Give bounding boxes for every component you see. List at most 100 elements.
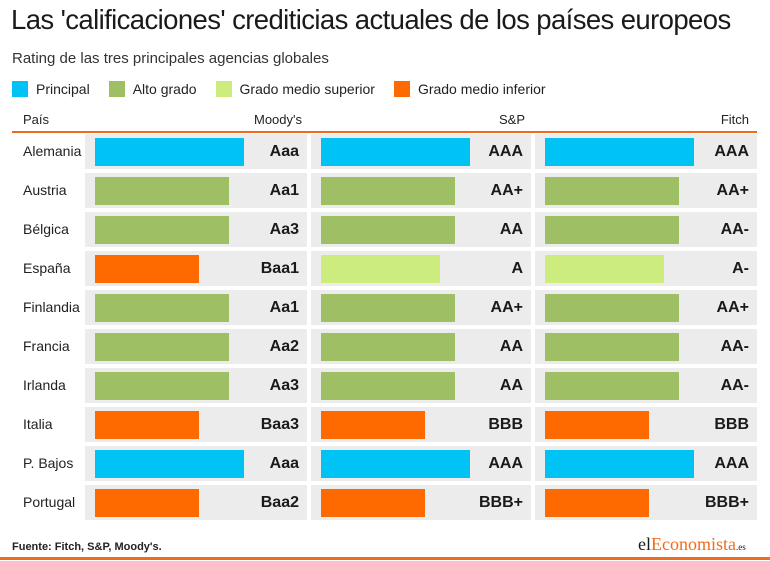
rating-bar <box>545 372 679 400</box>
rating-value: AAA <box>488 455 523 472</box>
rating-bar <box>321 411 425 439</box>
source-note: Fuente: Fitch, S&P, Moody's. <box>12 541 162 553</box>
rating-bar <box>545 333 679 361</box>
country-label: Portugal <box>23 494 76 510</box>
rating-bar <box>545 177 679 205</box>
rating-cell: AA- <box>535 212 757 247</box>
table-row: España Baa1 A A- <box>12 251 757 286</box>
rating-cell: AA- <box>535 368 757 403</box>
rating-cell: Baa3 <box>85 407 307 442</box>
rating-cell: AA <box>311 368 531 403</box>
rating-value: AA- <box>720 377 749 394</box>
rating-cell: BBB <box>311 407 531 442</box>
legend-label-principal: Principal <box>36 81 90 97</box>
table-row: P. Bajos Aaa AAA AAA <box>12 446 757 481</box>
rating-bar <box>321 333 455 361</box>
rating-cell: Aa3 <box>85 212 307 247</box>
rating-value: AAA <box>714 455 749 472</box>
rating-cell: Baa1 <box>85 251 307 286</box>
table-row: Alemania Aaa AAA AAA <box>12 134 757 169</box>
rating-value: AA+ <box>490 299 523 316</box>
rating-bar <box>545 138 694 166</box>
rating-value: A- <box>732 260 749 277</box>
country-label: Italia <box>23 416 53 432</box>
rating-cell: Aaa <box>85 134 307 169</box>
logo-part-el: el <box>638 534 651 554</box>
rating-cell: Aa3 <box>85 368 307 403</box>
publisher-logo: elEconomista.es <box>638 534 746 555</box>
chart-title: Las 'calificaciones' crediticias actuale… <box>11 4 731 35</box>
rating-bar <box>95 177 229 205</box>
country-label: Alemania <box>23 143 82 159</box>
country-label: Irlanda <box>23 377 66 393</box>
rating-value: Baa3 <box>260 416 299 433</box>
rating-cell: AA <box>311 212 531 247</box>
rating-cell: Baa2 <box>85 485 307 520</box>
rating-bar <box>545 255 664 283</box>
country-label: Austria <box>23 182 67 198</box>
legend-item-principal: Principal <box>12 81 90 97</box>
rating-value: BBB+ <box>704 494 749 511</box>
rating-bar <box>321 450 470 478</box>
legend-swatch-grado-medio-inferior <box>393 81 410 97</box>
rating-bar <box>545 450 694 478</box>
header-fitch: Fitch <box>720 112 749 127</box>
legend-label-alto-grado: Alto grado <box>132 81 197 97</box>
legend: Principal Alto grado Grado medio superio… <box>12 80 565 98</box>
rating-cell: Aa1 <box>85 290 307 325</box>
rating-bar <box>545 294 679 322</box>
legend-swatch-alto-grado <box>108 81 125 97</box>
legend-label-grado-medio-superior: Grado medio superior <box>239 81 375 97</box>
bottom-rule <box>0 557 770 560</box>
rating-value: Aa1 <box>269 299 299 316</box>
rating-cell: AA+ <box>311 173 531 208</box>
table-header: País Moody's S&P Fitch <box>12 107 757 131</box>
chart-subtitle: Rating de las tres principales agencias … <box>12 50 329 67</box>
legend-item-grado-medio-superior: Grado medio superior <box>215 81 375 97</box>
rating-bar <box>545 411 649 439</box>
rating-cell: AA+ <box>311 290 531 325</box>
rating-bar <box>95 294 229 322</box>
legend-item-alto-grado: Alto grado <box>108 81 197 97</box>
rating-cell: BBB <box>535 407 757 442</box>
country-label: Finlandia <box>23 299 80 315</box>
rating-cell: AA+ <box>535 290 757 325</box>
rating-value: AAA <box>488 143 523 160</box>
rating-value: AA+ <box>716 299 749 316</box>
rating-cell: AAA <box>311 134 531 169</box>
rating-cell: AAA <box>535 134 757 169</box>
rating-bar <box>95 411 199 439</box>
rating-bar <box>95 489 199 517</box>
rating-cell: A <box>311 251 531 286</box>
logo-part-economista: Economista <box>651 534 736 554</box>
rating-bar <box>321 255 440 283</box>
rating-bar <box>545 216 679 244</box>
legend-swatch-principal <box>12 81 28 97</box>
rating-cell: BBB+ <box>311 485 531 520</box>
rating-value: AA+ <box>490 182 523 199</box>
rating-value: AA <box>499 221 523 238</box>
rating-cell: Aa2 <box>85 329 307 364</box>
rating-bar <box>545 489 649 517</box>
rating-bar <box>321 372 455 400</box>
rating-cell: AAA <box>311 446 531 481</box>
rating-value: Baa2 <box>260 494 299 511</box>
country-label: Francia <box>23 338 70 354</box>
legend-swatch-grado-medio-superior <box>215 81 232 97</box>
legend-item-grado-medio-inferior: Grado medio inferior <box>393 81 546 97</box>
table-row: Bélgica Aa3 AA AA- <box>12 212 757 247</box>
table-row: Portugal Baa2 BBB+ BBB+ <box>12 485 757 520</box>
rating-cell: A- <box>535 251 757 286</box>
header-sp: S&P <box>498 112 525 127</box>
rating-value: BBB <box>714 416 749 433</box>
rating-bar <box>95 216 229 244</box>
table-row: Finlandia Aa1 AA+ AA+ <box>12 290 757 325</box>
rating-value: Aa1 <box>269 182 299 199</box>
table-row: Francia Aa2 AA AA- <box>12 329 757 364</box>
rating-value: AA- <box>720 221 749 238</box>
header-country: País <box>23 112 50 127</box>
rating-value: A <box>511 260 523 277</box>
country-label: P. Bajos <box>23 455 74 471</box>
table-row: Austria Aa1 AA+ AA+ <box>12 173 757 208</box>
table-row: Italia Baa3 BBB BBB <box>12 407 757 442</box>
